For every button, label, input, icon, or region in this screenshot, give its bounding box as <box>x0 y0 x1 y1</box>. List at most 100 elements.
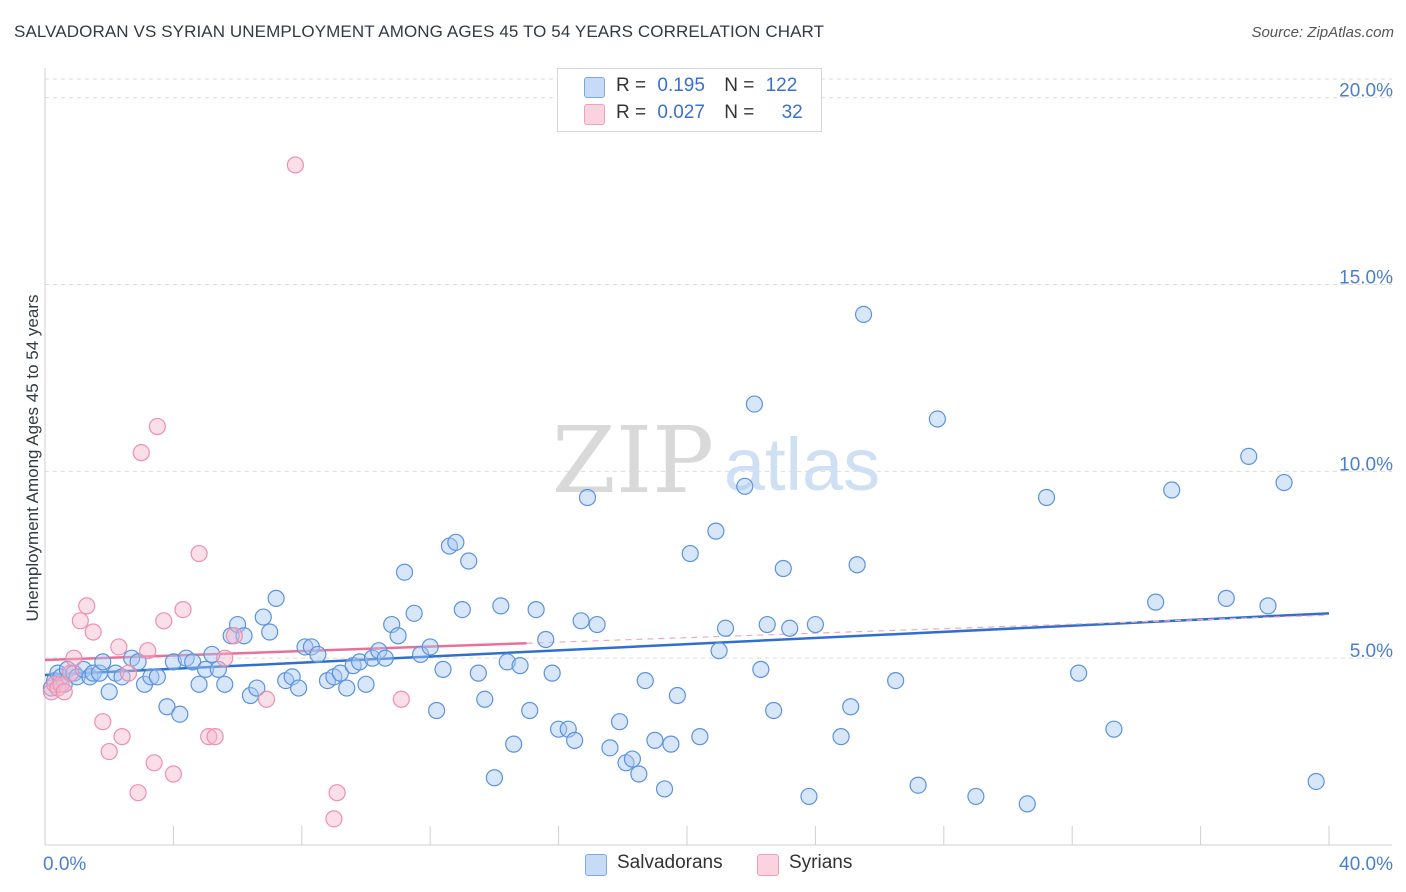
salvadoran-point <box>261 623 279 641</box>
salvadoran-point <box>765 701 783 720</box>
salvadoran-point <box>447 533 465 551</box>
salvadoran-point <box>630 765 648 783</box>
salvadoran-point <box>389 627 407 645</box>
salvadoran-point <box>781 619 799 637</box>
salvadoran-point <box>578 488 597 507</box>
salvadoran-point <box>142 668 160 686</box>
syrian-point <box>113 728 131 746</box>
salvadoran-point <box>492 597 510 615</box>
salvadoran-point <box>350 653 369 671</box>
salvadoran-point <box>338 679 356 697</box>
chart-title: SALVADORAN VS SYRIAN UNEMPLOYMENT AMONG … <box>14 22 825 41</box>
bottom-legend-swatch-syrians <box>757 854 779 876</box>
y-axis-label: Unemployment Among Ages 45 to 54 years <box>23 295 42 622</box>
syrian-point <box>200 728 218 746</box>
syrian-point <box>119 664 138 682</box>
legend-r-label: R = <box>616 75 647 96</box>
salvadoran-point <box>485 769 503 787</box>
salvadoran-point <box>736 477 754 495</box>
salvadoran-point <box>1217 589 1235 607</box>
salvadoran-point <box>854 305 873 324</box>
salvadoran-point <box>549 720 568 738</box>
syrian-point <box>148 417 166 436</box>
syrian-trend-line <box>44 641 527 662</box>
salvadoran-point <box>331 664 349 682</box>
salvadoran-point <box>806 615 825 634</box>
salvadoran-point <box>655 780 674 798</box>
salvadoran-point <box>707 522 725 540</box>
salvadoran-point <box>623 750 642 768</box>
salvadoran-point <box>511 657 529 675</box>
salvadoran-point <box>94 653 112 671</box>
syrian-point <box>325 810 343 828</box>
salvadoran-point <box>498 653 516 671</box>
syrian-point <box>145 754 163 772</box>
legend-swatch-syrians <box>584 104 605 125</box>
salvadoran-point <box>758 615 776 634</box>
y-tick-label: 5.0% <box>1350 641 1393 662</box>
syrian-point <box>78 597 96 615</box>
legend-n-label: N = <box>724 75 755 96</box>
salvadoran-point <box>909 776 927 794</box>
watermark-zip: ZIP <box>552 407 714 514</box>
syrian-point <box>190 544 208 563</box>
y-tick-label: 10.0% <box>1339 454 1393 475</box>
salvadoran-point <box>1259 597 1277 615</box>
salvadoran-point <box>476 690 494 708</box>
syrian-point <box>132 444 150 462</box>
salvadoran-point <box>610 713 629 731</box>
salvadoran-point <box>681 544 699 563</box>
salvadoran-point <box>84 664 102 682</box>
salvadoran-point <box>460 552 478 570</box>
salvadoran-point <box>453 600 471 619</box>
salvadoran-point <box>171 705 189 723</box>
salvadoran-point <box>158 698 176 716</box>
salvadoran-point <box>129 653 147 671</box>
salvadoran-point <box>267 589 285 607</box>
chart-source: Source: ZipAtlas.com <box>1251 24 1394 41</box>
x-tick-label: 40.0% <box>1339 854 1393 875</box>
salvadoran-point <box>842 698 860 716</box>
salvadoran-point <box>395 563 414 581</box>
syrian-point <box>139 642 157 660</box>
syrian-point <box>392 690 410 708</box>
legend-n-value: 122 <box>765 75 798 96</box>
salvadoran-point <box>1163 481 1181 499</box>
salvadoran-point <box>248 679 266 697</box>
salvadoran-trend-line <box>44 612 1330 677</box>
syrian-point <box>65 649 83 667</box>
axes <box>44 68 1392 846</box>
syrian-point <box>110 638 128 656</box>
watermark: ZIP atlas <box>552 407 880 514</box>
salvadoran-point <box>662 735 680 753</box>
salvadoran-point <box>543 664 561 682</box>
salvadoran-point <box>636 671 654 690</box>
salvadoran-point <box>1147 593 1165 611</box>
legend-n-label: N = <box>724 102 755 123</box>
syrian-point <box>129 784 147 802</box>
syrian-point <box>100 742 118 761</box>
y-tick-label: 15.0% <box>1339 268 1393 289</box>
axis-labels: 5.0% 10.0% 15.0% 20.0% 0.0% 40.0% Unemployment… <box>23 81 1393 875</box>
syrian-point <box>174 600 192 619</box>
salvadoran-point <box>1307 772 1325 791</box>
salvadoran-point <box>428 701 446 720</box>
syrian-trend-extension <box>526 614 1330 644</box>
salvadoran-point <box>745 395 764 413</box>
series-syrians <box>42 156 410 828</box>
salvadoran-point <box>848 556 866 574</box>
salvadoran-point <box>710 642 728 660</box>
legend-n-value: 32 <box>781 102 803 123</box>
salvadoran-point <box>691 728 709 746</box>
salvadoran-point <box>774 559 792 578</box>
stats-legend: R = 0.195 N = 122 R = 0.027 N = 32 <box>557 68 822 132</box>
salvadoran-point <box>928 410 946 428</box>
salvadoran-point <box>1070 664 1088 682</box>
salvadoran-point <box>196 660 215 678</box>
salvadoran-point <box>235 627 253 645</box>
syrian-point <box>216 649 234 667</box>
salvadoran-point <box>296 638 314 656</box>
series-salvadorans <box>42 305 1325 813</box>
syrian-point <box>225 627 243 645</box>
